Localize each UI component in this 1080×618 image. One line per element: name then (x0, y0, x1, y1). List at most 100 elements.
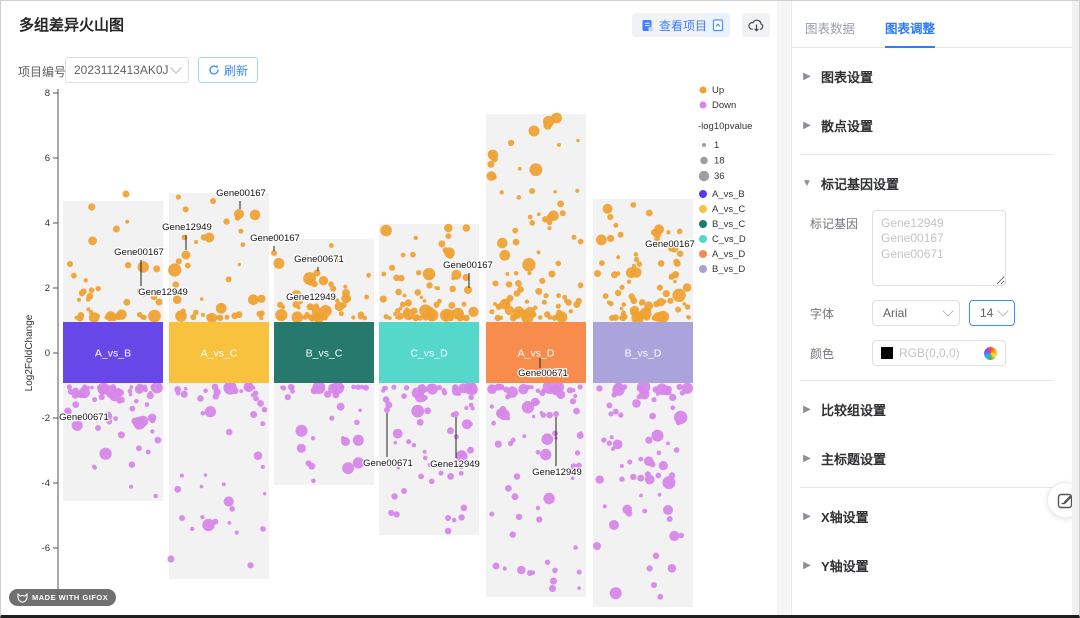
gene-label: Gene00167 (250, 233, 300, 244)
edit-note-icon (1057, 493, 1072, 508)
refresh-button[interactable]: 刷新 (198, 57, 259, 83)
section-divider (800, 487, 1053, 488)
project-id-select[interactable]: 2023112413AK0J (65, 57, 189, 83)
gene-label: Gene12949 (286, 292, 336, 303)
caret-right-icon: ▶ (803, 453, 811, 464)
panel-section-Y轴设置[interactable]: ▶ Y轴设置 (800, 541, 1053, 590)
comparison-bands: A_vs_B A_vs_C B_vs_C C_vs_D A_vs_D B_vs_D (63, 322, 693, 383)
section-divider (800, 380, 1053, 381)
color-swatch (881, 347, 893, 359)
gene-annotations: Gene00167 Gene12949 Gene00167 Gene12949 Gene… (58, 187, 696, 479)
section-label: X轴设置 (821, 510, 869, 525)
section-label: 图表设置 (821, 70, 874, 85)
chevron-down-icon (170, 62, 182, 74)
gene-label: Gene00167 (114, 247, 164, 258)
view-project-button[interactable]: 查看项目 (632, 13, 717, 37)
panel-section-散点设置[interactable]: ▶ 散点设置 (800, 101, 1053, 150)
svg-text:Down: Down (712, 100, 736, 111)
gene-label: Gene12949 (162, 222, 212, 233)
gene-label: Gene00671 (59, 412, 109, 423)
export-image-icon (712, 19, 724, 32)
svg-text:B_vs_C: B_vs_C (712, 219, 745, 230)
svg-text:36: 36 (714, 171, 725, 182)
svg-text:A_vs_B: A_vs_B (95, 348, 131, 360)
svg-text:B_vs_C: B_vs_C (306, 348, 343, 360)
font-field: 字体 Arial 14 (810, 300, 1053, 326)
svg-text:A_vs_C: A_vs_C (201, 348, 238, 360)
tab-chart-adjust[interactable]: 图表调整 (885, 18, 936, 48)
refresh-icon (209, 64, 219, 75)
page-scrollbar[interactable] (1072, 1, 1079, 615)
svg-text:C_vs_D: C_vs_D (410, 348, 448, 360)
chevron-down-icon (997, 305, 1010, 317)
font-label: 字体 (810, 306, 835, 321)
svg-text:A_vs_C: A_vs_C (712, 204, 745, 215)
svg-text:4: 4 (45, 218, 50, 229)
download-button[interactable] (742, 13, 770, 37)
font-size-value: 14 (980, 306, 994, 320)
section-label: 标记基因设置 (821, 177, 900, 192)
document-icon (642, 19, 653, 31)
svg-text:6: 6 (45, 153, 50, 164)
caret-down-icon: ▼ (802, 178, 812, 189)
section-label: Y轴设置 (821, 559, 869, 574)
svg-text:-2: -2 (42, 413, 50, 424)
svg-text:0: 0 (45, 348, 50, 359)
settings-panel: 图表数据 图表调整 ▶ 图表设置 ▶ 散点设置 ▼ 标记基因设置 标记基因 字体 Aria… (791, 1, 1073, 615)
svg-text:Up: Up (712, 85, 724, 96)
svg-text:8: 8 (45, 88, 50, 99)
gifox-logo-icon (17, 592, 28, 603)
project-id-label: 项目编号: (18, 65, 70, 79)
panel-section-图表设置[interactable]: ▶ 图表设置 (800, 52, 1053, 101)
caret-right-icon: ▶ (803, 120, 811, 131)
made-with-badge-label: MADE WITH GIFOX (32, 593, 109, 602)
svg-text:A_vs_D: A_vs_D (518, 348, 555, 360)
caret-right-icon: ▶ (803, 511, 811, 522)
caret-right-icon: ▶ (803, 71, 811, 82)
marker-gene-input[interactable] (872, 210, 1006, 286)
color-wheel-icon[interactable] (984, 346, 997, 360)
color-label: 颜色 (810, 346, 835, 361)
svg-text:18: 18 (714, 156, 725, 167)
scatter-points (64, 112, 694, 600)
label-color-input[interactable]: RGB(0,0,0) (872, 340, 1006, 366)
panel-section-主标题设置[interactable]: ▶ 主标题设置 (800, 434, 1053, 483)
gene-label: Gene12949 (138, 287, 188, 298)
gene-label: Gene12949 (532, 467, 582, 478)
gene-label: Gene00671 (363, 458, 413, 469)
svg-text:A_vs_B: A_vs_B (712, 189, 745, 200)
tab-chart-data[interactable]: 图表数据 (805, 22, 856, 36)
svg-text:-log10pvalue: -log10pvalue (698, 121, 752, 132)
section-label: 比较组设置 (821, 403, 887, 418)
font-family-value: Arial (883, 306, 908, 320)
refresh-label: 刷新 (224, 63, 249, 78)
caret-right-icon: ▶ (803, 560, 811, 571)
panel-tabbar: 图表数据 图表调整 (792, 1, 1073, 48)
gene-label: Gene12949 (430, 459, 480, 470)
gene-label: Gene00671 (518, 368, 568, 379)
export-image-button[interactable] (706, 13, 730, 37)
font-family-select[interactable]: Arial (872, 300, 960, 326)
page-title: 多组差异火山图 (19, 17, 125, 34)
view-project-label: 查看项目 (659, 18, 708, 33)
gene-label: Gene00671 (294, 254, 344, 265)
color-field: 颜色 RGB(0,0,0) (810, 340, 1053, 366)
font-size-select[interactable]: 14 (969, 300, 1015, 326)
project-id-value: 2023112413AK0J (74, 63, 169, 77)
svg-text:B_vs_D: B_vs_D (625, 348, 662, 360)
chevron-down-icon (942, 305, 954, 317)
section-label: 主标题设置 (821, 452, 887, 467)
panel-section-标记基因设置[interactable]: ▼ 标记基因设置 (800, 159, 1053, 208)
chart-panel-gutter (777, 1, 790, 615)
panel-section-比较组设置[interactable]: ▶ 比较组设置 (800, 385, 1053, 434)
svg-text:2: 2 (45, 283, 50, 294)
y-axis: 8 6 4 2 0 -2 -4 -6 Log2FoldChange (24, 88, 59, 601)
panel-section-X轴设置[interactable]: ▶ X轴设置 (800, 492, 1053, 541)
made-with-badge[interactable]: MADE WITH GIFOX (9, 589, 117, 606)
section-divider (800, 154, 1053, 155)
svg-text:1: 1 (714, 140, 719, 151)
chart-legend[interactable]: Up Down -log10pvalue 1 18 36 A_vs_B A_vs_C B_vs_… (698, 85, 752, 275)
volcano-chart: A_vs_B A_vs_C B_vs_C C_vs_D A_vs_D B_vs_DGene… (24, 85, 752, 607)
marker-gene-label: 标记基因 (810, 217, 859, 231)
